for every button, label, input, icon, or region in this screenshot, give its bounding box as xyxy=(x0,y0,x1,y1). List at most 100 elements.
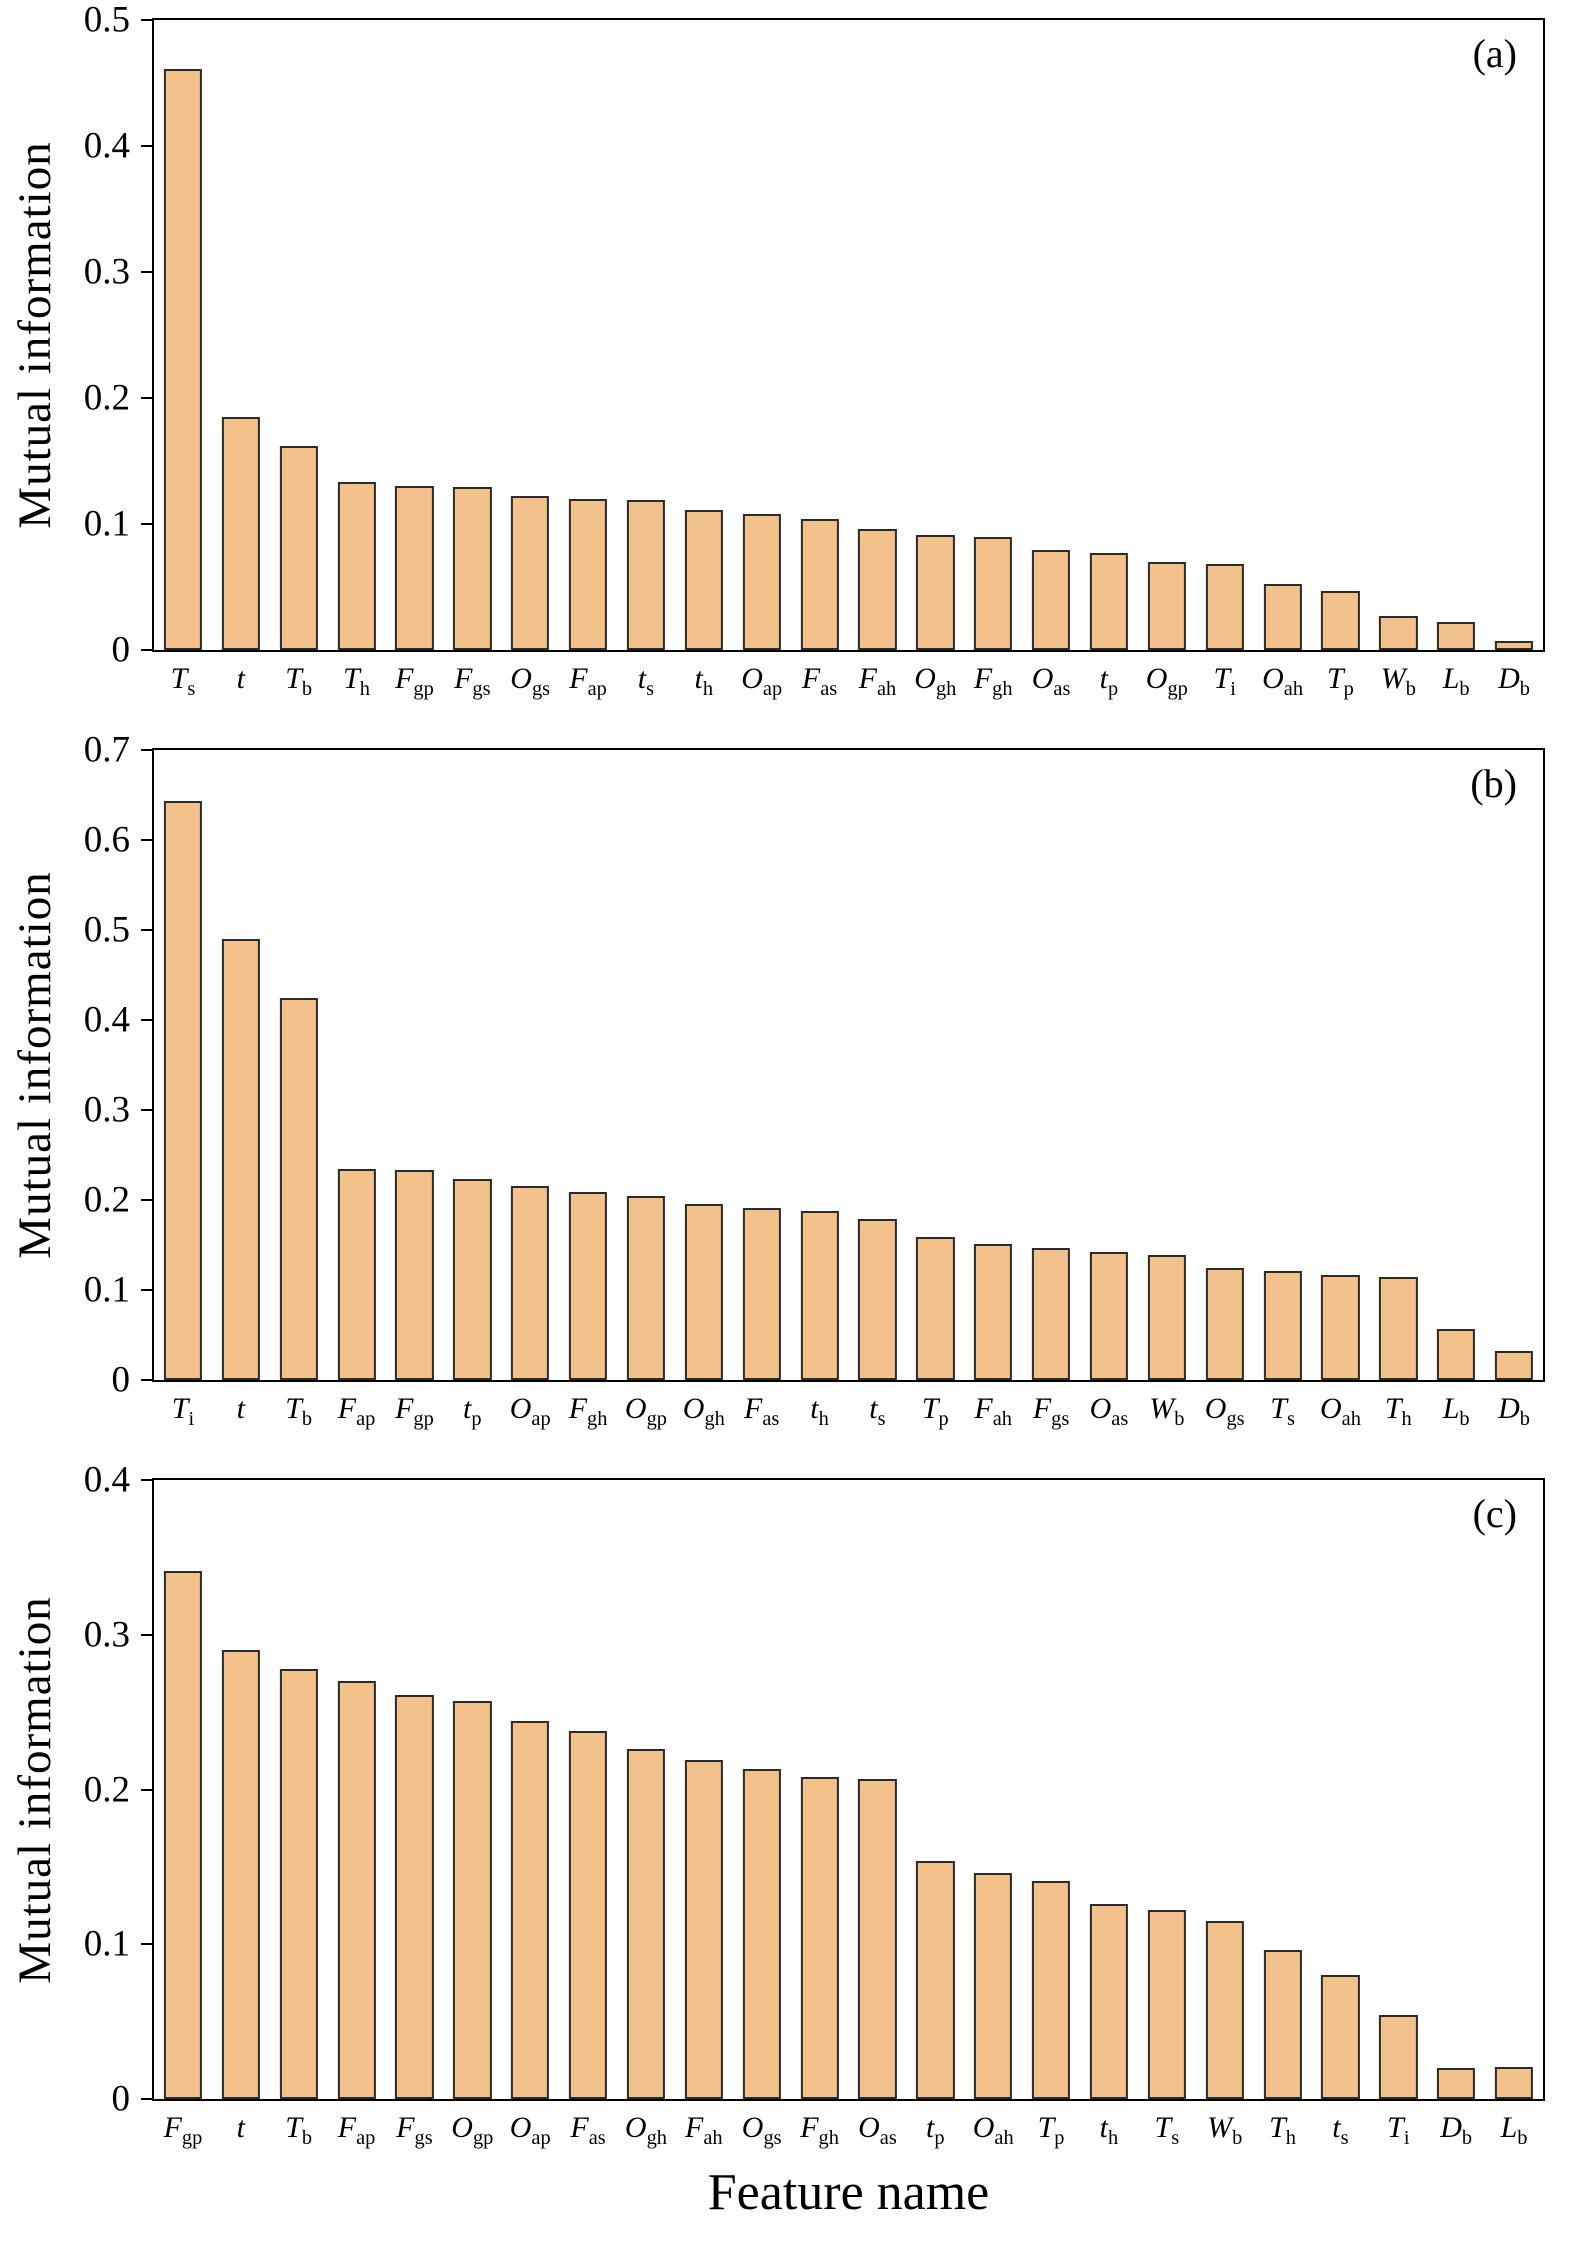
bar xyxy=(684,510,723,650)
bar xyxy=(1089,552,1129,650)
x-category-label: Tp xyxy=(1326,662,1354,700)
x-category-label: Oap xyxy=(509,2111,551,2149)
bar xyxy=(337,1168,376,1380)
panel-a: Mutual information (a) 0 0.1 0.2 0.3 0.4 0.5 T… xyxy=(0,0,1575,730)
x-category-label: Tb xyxy=(285,1392,313,1430)
bar xyxy=(684,1203,723,1380)
x-category-label: Ts xyxy=(1154,2111,1180,2149)
x-category-label: Ogs xyxy=(741,2111,782,2149)
bar xyxy=(626,1195,666,1380)
x-category-label: ts xyxy=(637,662,655,700)
y-tick-label: 0.7 xyxy=(83,729,130,771)
x-category-label: Th xyxy=(1269,2111,1297,2149)
y-tick-label: 0.5 xyxy=(83,0,130,41)
bar xyxy=(1263,1271,1302,1380)
bar xyxy=(684,1760,723,2099)
x-category-label: Fas xyxy=(744,1392,780,1430)
x-category-label: Fgp xyxy=(163,2111,203,2149)
bar xyxy=(279,445,318,650)
y-axis-label-a: Mutual information xyxy=(9,141,61,529)
panel-letter-b: (b) xyxy=(1470,761,1517,806)
x-category-label: Ogp xyxy=(451,2111,494,2149)
bar xyxy=(511,496,550,650)
y-axis-label-b: Mutual information xyxy=(9,871,61,1259)
plot-area-b: Mutual information (b) 0 0.1 0.2 0.3 0.4 0.5 0… xyxy=(9,732,1545,1430)
bar xyxy=(568,1191,608,1380)
bar xyxy=(800,1777,839,2099)
x-category-label: Oap xyxy=(741,662,783,700)
x-category-label: Fgh xyxy=(800,2111,839,2149)
bar xyxy=(1147,561,1186,650)
x-category-label: t xyxy=(236,662,245,695)
x-category-label: Fgs xyxy=(396,2111,433,2149)
y-tick-label: 0.2 xyxy=(83,1769,130,1810)
bar xyxy=(337,1681,376,2099)
bar xyxy=(916,1860,955,2099)
y-tick-label: 0.4 xyxy=(83,125,130,167)
bar xyxy=(163,1571,203,2099)
bar xyxy=(279,997,318,1380)
y-tick-label: 0.1 xyxy=(83,1923,130,1965)
x-category-label: Ogh xyxy=(624,2111,667,2149)
x-category-label: Fah xyxy=(685,2111,723,2149)
x-category-label: tp xyxy=(463,1392,482,1430)
bar xyxy=(395,1170,434,1380)
y-tick-label: 0.3 xyxy=(83,251,130,293)
x-category-label: th xyxy=(694,662,714,700)
y-tick-mark xyxy=(141,1019,154,1021)
y-tick-mark xyxy=(141,2098,154,2100)
x-category-label: th xyxy=(810,1392,829,1430)
x-category-label: Oah xyxy=(972,2111,1014,2149)
bar xyxy=(974,1244,1013,1380)
y-tick-mark xyxy=(141,1479,154,1481)
x-category-label: ts xyxy=(1332,2111,1349,2149)
x-category-label: t xyxy=(236,1392,245,1425)
bar xyxy=(453,1701,492,2099)
y-tick-mark xyxy=(141,1199,154,1201)
x-category-label: Oas xyxy=(1031,662,1071,700)
bar xyxy=(1379,615,1418,650)
y-tick-mark xyxy=(141,929,154,931)
bar xyxy=(1437,1328,1476,1380)
y-tick-mark xyxy=(141,523,154,525)
y-tick-mark xyxy=(141,1633,154,1636)
x-category-label: Db xyxy=(1498,1392,1530,1430)
y-tick-mark xyxy=(141,19,154,21)
bar xyxy=(858,529,897,650)
bar xyxy=(1031,1880,1071,2099)
x-category-label: Lb xyxy=(1442,1392,1470,1430)
x-category-label: Tb xyxy=(285,662,313,700)
y-tick-label: 0.6 xyxy=(83,819,130,861)
bar xyxy=(800,518,839,650)
bar xyxy=(1437,2068,1476,2099)
y-tick-label: 0 xyxy=(111,629,131,671)
y-tick-label: 0.4 xyxy=(83,1459,130,1501)
x-category-label: Fap xyxy=(337,2111,376,2149)
y-tick-label: 0 xyxy=(111,2078,131,2120)
x-category-label: Oah xyxy=(1262,662,1304,700)
y-tick-label: 0.1 xyxy=(83,1269,130,1311)
y-tick-label: 0.4 xyxy=(83,999,130,1041)
y-tick-label: 0.2 xyxy=(83,1179,130,1221)
bar xyxy=(742,1208,781,1380)
bar xyxy=(858,1218,897,1380)
bar xyxy=(221,416,260,650)
y-tick-mark xyxy=(141,1943,154,1946)
x-category-label: Fas xyxy=(570,2111,606,2149)
y-tick-mark xyxy=(141,839,154,841)
panel-letter-a: (a) xyxy=(1472,31,1517,76)
x-category-label: Fgp xyxy=(395,662,434,700)
bar xyxy=(626,500,666,650)
bar xyxy=(163,69,203,650)
y-tick-mark xyxy=(141,1788,154,1791)
bar xyxy=(1321,1975,1360,2099)
x-category-label: Oas xyxy=(858,2111,897,2149)
x-category-label: Fah xyxy=(858,662,897,700)
panel-c: Mutual information (c) Feature name 0 0.1… xyxy=(0,1460,1575,2241)
panel-letter-c: (c) xyxy=(1472,1491,1517,1536)
bar xyxy=(395,486,434,650)
x-category-label: Ogh xyxy=(682,1392,725,1430)
bar xyxy=(626,1749,666,2099)
y-tick-mark xyxy=(141,145,154,147)
y-tick-mark xyxy=(141,397,154,399)
